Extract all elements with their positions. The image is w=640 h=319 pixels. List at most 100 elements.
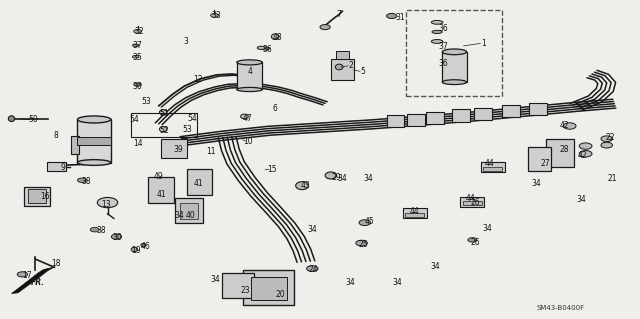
Text: 36: 36 — [262, 45, 273, 54]
Circle shape — [601, 136, 612, 142]
Ellipse shape — [159, 110, 167, 115]
Bar — [237, 63, 262, 90]
Bar — [131, 113, 197, 137]
Bar — [407, 114, 425, 126]
Text: 34: 34 — [363, 174, 373, 183]
Bar — [405, 213, 424, 217]
Ellipse shape — [159, 127, 167, 132]
Circle shape — [307, 266, 318, 271]
Bar — [483, 167, 502, 171]
Circle shape — [211, 13, 218, 17]
Text: 37: 37 — [132, 41, 143, 50]
Text: 41: 41 — [156, 190, 166, 199]
Text: 9: 9 — [60, 163, 65, 172]
Text: 1: 1 — [481, 39, 486, 48]
Ellipse shape — [131, 247, 138, 252]
Text: 36: 36 — [438, 24, 449, 33]
Circle shape — [579, 151, 592, 157]
Text: FR.: FR. — [31, 278, 45, 287]
Text: 19: 19 — [131, 246, 141, 255]
Bar — [387, 115, 404, 127]
Ellipse shape — [431, 40, 443, 43]
Text: 31: 31 — [395, 13, 405, 22]
Ellipse shape — [132, 44, 139, 47]
Text: 34: 34 — [174, 211, 184, 220]
Text: 32: 32 — [134, 27, 145, 36]
Ellipse shape — [241, 114, 248, 119]
Circle shape — [90, 227, 99, 232]
Text: 44: 44 — [410, 207, 420, 216]
Circle shape — [359, 220, 371, 226]
Text: 22: 22 — [605, 133, 614, 142]
Text: 34: 34 — [430, 262, 440, 271]
Text: 5: 5 — [360, 67, 365, 76]
Text: 25: 25 — [358, 240, 369, 249]
Text: 54: 54 — [187, 114, 197, 123]
Text: 39: 39 — [173, 145, 183, 154]
Text: 12: 12 — [194, 75, 203, 84]
Text: 2: 2 — [348, 61, 353, 70]
Text: 45: 45 — [365, 217, 375, 226]
Text: 48: 48 — [272, 33, 282, 42]
Circle shape — [320, 25, 330, 30]
Bar — [442, 52, 467, 82]
Ellipse shape — [257, 46, 265, 49]
Text: 42: 42 — [559, 121, 570, 130]
Circle shape — [468, 199, 477, 203]
Circle shape — [134, 29, 141, 33]
Ellipse shape — [432, 30, 442, 33]
Ellipse shape — [442, 49, 467, 55]
Circle shape — [468, 238, 477, 242]
Bar — [148, 177, 174, 203]
Text: 54: 54 — [129, 115, 140, 124]
Text: 10: 10 — [243, 137, 253, 146]
Ellipse shape — [325, 172, 337, 179]
Circle shape — [77, 178, 86, 182]
Text: 26: 26 — [470, 238, 480, 247]
Text: 20: 20 — [275, 290, 285, 299]
Text: 44: 44 — [484, 159, 495, 168]
Ellipse shape — [237, 87, 262, 92]
Text: 46: 46 — [140, 242, 150, 251]
Text: 53: 53 — [141, 97, 151, 106]
Bar — [175, 198, 203, 223]
Text: 29: 29 — [331, 173, 341, 182]
Text: 40: 40 — [186, 211, 196, 220]
Text: 34: 34 — [576, 195, 586, 204]
Bar — [502, 105, 520, 117]
Text: 34: 34 — [337, 174, 348, 183]
Text: 42: 42 — [577, 151, 588, 160]
Text: 7: 7 — [337, 10, 342, 19]
Text: 14: 14 — [132, 139, 143, 148]
Text: 23: 23 — [240, 286, 250, 295]
Bar — [474, 108, 492, 120]
Text: 4: 4 — [247, 67, 252, 76]
Bar — [528, 147, 551, 171]
Circle shape — [601, 142, 612, 148]
Circle shape — [563, 123, 576, 129]
Text: 15: 15 — [267, 165, 277, 174]
Bar — [546, 139, 574, 167]
Text: 18: 18 — [51, 259, 60, 268]
Bar — [529, 103, 547, 115]
Ellipse shape — [237, 60, 262, 65]
Circle shape — [97, 197, 118, 208]
Circle shape — [17, 272, 28, 277]
Bar — [187, 169, 212, 195]
Text: 44: 44 — [465, 194, 476, 203]
Ellipse shape — [77, 116, 111, 123]
Ellipse shape — [77, 160, 111, 165]
Text: 34: 34 — [392, 278, 402, 287]
Text: 34: 34 — [346, 278, 356, 287]
Text: 47: 47 — [243, 114, 253, 122]
Text: 38: 38 — [81, 177, 92, 186]
Text: 30: 30 — [112, 233, 122, 242]
Text: 17: 17 — [22, 271, 32, 280]
Text: 52: 52 — [159, 126, 170, 135]
Ellipse shape — [262, 47, 269, 50]
Ellipse shape — [442, 80, 467, 85]
Text: 28: 28 — [560, 145, 569, 154]
Text: 11: 11 — [207, 147, 216, 156]
Text: 34: 34 — [531, 179, 541, 188]
Bar — [406, 10, 502, 96]
